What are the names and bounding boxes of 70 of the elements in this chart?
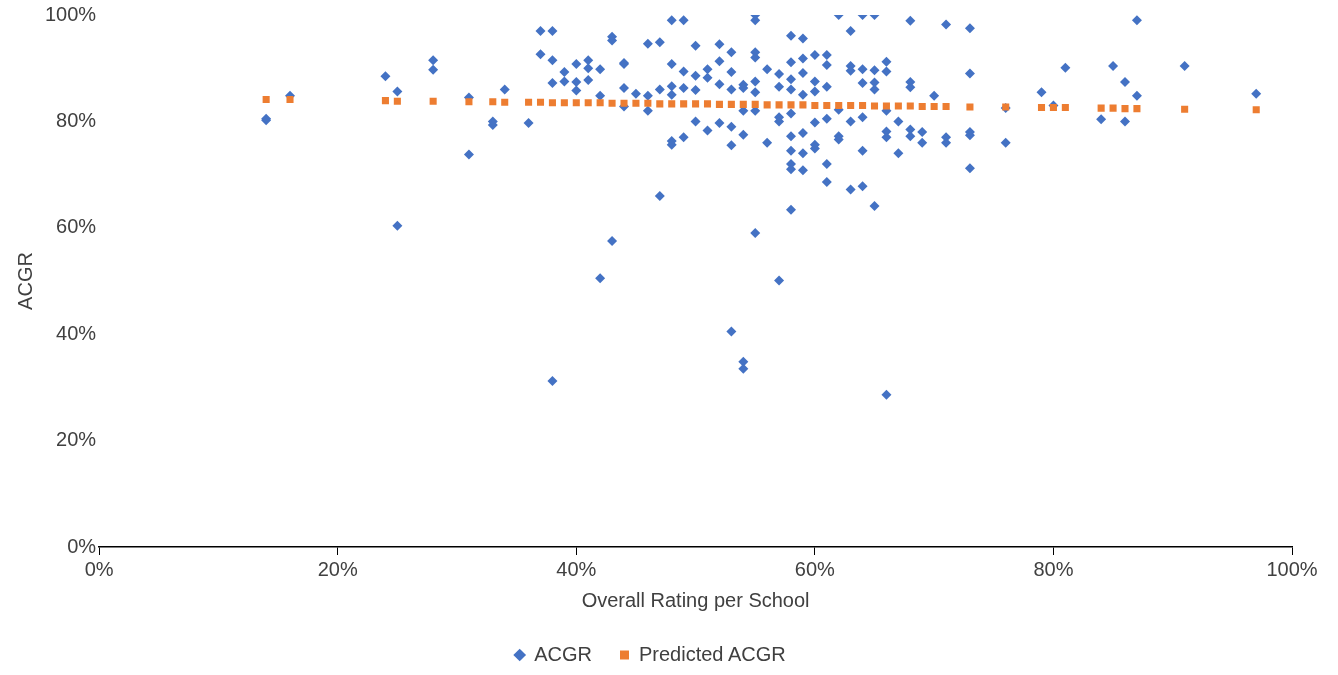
point [525,98,533,106]
point [811,101,819,109]
y-tick-label: 60% [56,215,97,238]
x-tick-label: 100% [1266,557,1318,580]
point [1049,104,1057,112]
point [894,102,902,110]
y-tick-label: 80% [56,108,97,131]
point [1109,104,1117,112]
point [775,101,783,109]
legend-label: Predicted ACGR [638,642,786,665]
point [823,101,831,109]
point [393,97,401,105]
point [560,99,568,107]
x-axis-title: Overall Rating per School [581,588,810,611]
x-tick-label: 80% [1033,557,1074,580]
point [668,100,676,108]
point [644,99,652,107]
point [680,100,688,108]
point [715,100,723,108]
x-tick-label: 60% [794,557,836,580]
y-tick-label: 100% [45,2,97,25]
point [596,99,604,107]
point [572,99,580,107]
point [942,102,950,111]
y-tick-label: 40% [56,321,97,344]
point [1061,104,1069,112]
point [930,102,938,111]
point [584,99,592,107]
point [1121,105,1129,113]
point [489,98,497,106]
x-tick-label: 40% [556,557,597,580]
point [1037,104,1046,112]
point [870,102,879,110]
point [847,101,855,109]
point [620,99,628,107]
point [966,103,974,111]
point [763,101,771,109]
point [1252,106,1260,114]
point [656,100,664,108]
point [465,98,473,106]
point [548,99,556,107]
point [1133,105,1141,113]
point [262,96,270,104]
point [727,100,735,108]
point [799,101,807,109]
point [906,102,914,110]
point [859,101,867,109]
point [1097,104,1105,112]
point [751,100,759,108]
point [632,99,640,107]
point [703,100,712,108]
point [608,99,616,107]
y-tick-label: 0% [67,534,97,557]
y-tick-label: 20% [56,428,97,451]
legend-label: ACGR [534,642,592,665]
point [882,102,890,110]
point [692,100,700,108]
point [1181,105,1189,113]
point [286,96,294,104]
point [501,98,509,106]
point [381,97,389,105]
x-tick-label: 20% [317,557,358,580]
x-tick-label: 0% [84,557,114,580]
point [918,102,926,111]
point [536,98,545,106]
y-axis-title: ACGR [13,252,36,310]
point [835,101,843,109]
point [787,101,795,109]
point [739,100,747,108]
point [429,97,437,105]
